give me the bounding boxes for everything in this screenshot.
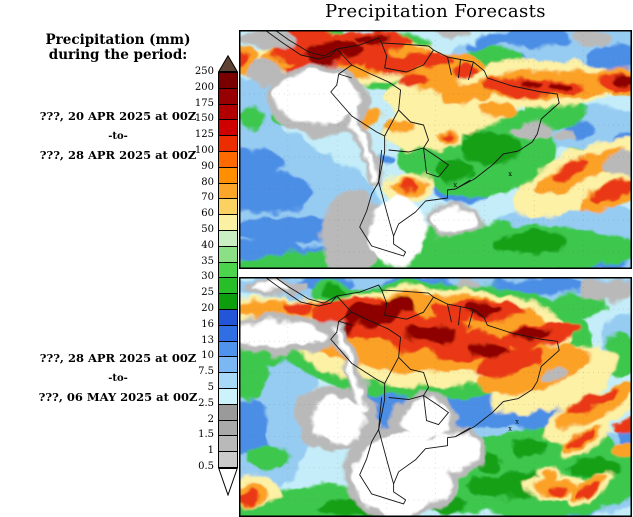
- colorbar-label: 25: [201, 287, 214, 299]
- colorbar-label: 1.5: [198, 429, 214, 441]
- station-marker: x: [453, 181, 457, 189]
- colorbar-cell: [218, 119, 238, 137]
- colorbar-label: 0.5: [198, 461, 214, 472]
- period-2-start: ???, 28 APR 2025 at 00Z: [39, 351, 197, 365]
- forecast-map-1-svg: x x: [239, 30, 632, 269]
- colorbar-cell: [218, 135, 238, 152]
- period-2-to: -to-: [108, 373, 128, 384]
- colorbar-label: 80: [201, 176, 214, 188]
- colorbar-cell: [218, 387, 238, 405]
- colorbar-label: 16: [201, 318, 214, 330]
- colorbar-cell: [218, 150, 238, 168]
- sidebar-heading-line2: during the period:: [48, 47, 188, 63]
- latlon-grid-2: [239, 277, 632, 517]
- colorbar-label: 100: [194, 145, 214, 156]
- colorbar-cell: [218, 87, 238, 105]
- colorbar-label: 150: [194, 113, 214, 125]
- colorbar-labels: 250 200 175 150 125 100 90 80 70 60 50 40 35 30 25 20 16…: [161, 55, 214, 500]
- colorbar-cell: [218, 356, 238, 374]
- period-2-end: ???, 06 MAY 2025 at 00Z: [38, 390, 198, 404]
- colorbar-over-triangle-icon: [218, 55, 238, 72]
- colorbar-label: 175: [194, 97, 214, 109]
- colorbar-label: 20: [201, 303, 214, 314]
- colorbar-label: 250: [194, 66, 214, 77]
- colorbar-cell: [218, 229, 238, 247]
- colorbar: 250 200 175 150 125 100 90 80 70 60 50 40 35 30 25 20 16…: [161, 55, 239, 500]
- colorbar-label: 200: [194, 81, 214, 93]
- colorbar-cell: [218, 308, 238, 326]
- colorbar-cell: [218, 293, 238, 310]
- sidebar-heading: Precipitation (mm) during the period:: [4, 33, 232, 63]
- colorbar-label: 7.5: [198, 366, 214, 378]
- colorbar-column: [218, 55, 238, 496]
- forecast-map-period-2: x x: [239, 277, 632, 517]
- colorbar-cell: [218, 403, 238, 421]
- colorbar-under-triangle-icon: [218, 467, 238, 496]
- station-marker: x: [515, 418, 519, 426]
- colorbar-label: 125: [194, 129, 214, 141]
- colorbar-label: 30: [201, 271, 214, 283]
- colorbar-cell: [218, 277, 238, 295]
- colorbar-label: 5: [207, 382, 214, 393]
- colorbar-label: 10: [201, 350, 214, 362]
- period-1-end: ???, 28 APR 2025 at 00Z: [39, 148, 197, 162]
- colorbar-label: 50: [201, 224, 214, 235]
- colorbar-cell: [218, 340, 238, 358]
- forecast-map-period-1: x x: [239, 30, 632, 269]
- sidebar-heading-line1: Precipitation (mm): [45, 32, 191, 48]
- colorbar-cell: [218, 451, 238, 468]
- colorbar-label: 13: [201, 334, 214, 346]
- coastlines-2: [264, 277, 560, 505]
- colorbar-cells: [218, 72, 238, 468]
- colorbar-cell: [218, 435, 238, 453]
- colorbar-label: 70: [201, 192, 214, 204]
- colorbar-cell: [218, 198, 238, 216]
- colorbar-cell: [218, 72, 238, 89]
- precip-field-1: [239, 30, 632, 269]
- precip-field-2: [239, 277, 632, 517]
- colorbar-cell: [218, 103, 238, 121]
- colorbar-cell: [218, 245, 238, 263]
- coastlines-1: [264, 30, 560, 257]
- period-1: ???, 20 APR 2025 at 00Z -to- ???, 28 APR…: [4, 110, 232, 162]
- colorbar-cell: [218, 214, 238, 231]
- colorbar-label: 35: [201, 255, 214, 267]
- colorbar-cell: [218, 419, 238, 437]
- latlon-grid-1: [239, 30, 632, 269]
- period-1-to: -to-: [108, 131, 128, 142]
- page-title: Precipitation Forecasts: [325, 1, 546, 22]
- colorbar-label: 2: [207, 413, 214, 425]
- colorbar-label: 90: [201, 160, 214, 172]
- colorbar-cell: [218, 261, 238, 279]
- colorbar-cell: [218, 182, 238, 200]
- colorbar-cell: [218, 324, 238, 342]
- colorbar-cell: [218, 166, 238, 184]
- map-border-1: [239, 30, 632, 269]
- colorbar-cell: [218, 372, 238, 389]
- colorbar-label: 40: [201, 239, 214, 251]
- colorbar-label: 60: [201, 208, 214, 220]
- period-1-start: ???, 20 APR 2025 at 00Z: [39, 109, 197, 123]
- map-border-2: [239, 277, 632, 517]
- colorbar-label: 2.5: [198, 397, 214, 409]
- station-marker: x: [508, 425, 512, 433]
- forecast-map-2-svg: x x: [239, 277, 632, 517]
- period-2: ???, 28 APR 2025 at 00Z -to- ???, 06 MAY…: [4, 352, 232, 404]
- colorbar-label: 1: [207, 445, 214, 457]
- station-marker: x: [508, 170, 512, 178]
